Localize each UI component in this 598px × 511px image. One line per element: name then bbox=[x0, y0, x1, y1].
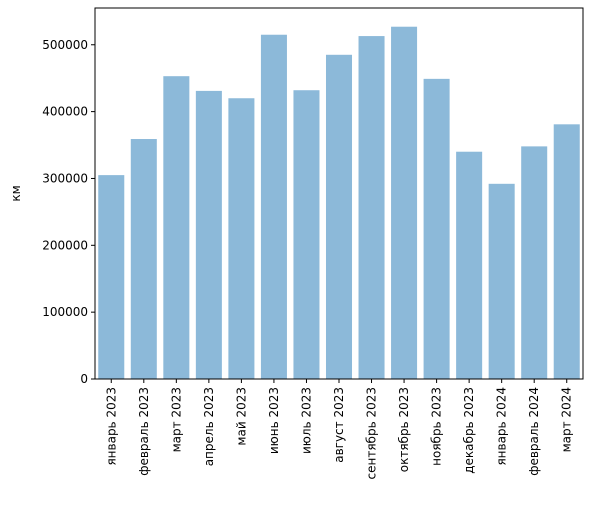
x-tick-label-11: ноябрь 2023 bbox=[430, 387, 444, 466]
plot-frame bbox=[94, 7, 584, 380]
x-axis-ticks: январь 2023 февраль 2023 март 2023 апрель 2… bbox=[104, 379, 574, 479]
bar-3 bbox=[163, 76, 190, 380]
y-axis-ticks: 0 100000 200000 300000 400000 500000 bbox=[42, 38, 95, 386]
x-tick-label-15: март 2024 bbox=[560, 387, 574, 452]
bar-2 bbox=[130, 139, 157, 379]
bar-1 bbox=[98, 175, 125, 379]
y-tick-label-4: 300000 bbox=[42, 171, 88, 185]
x-tick-label-7: июль 2023 bbox=[299, 387, 313, 454]
bar-4 bbox=[195, 90, 222, 380]
x-tick-label-3: март 2023 bbox=[169, 387, 183, 452]
bar-10 bbox=[391, 26, 418, 380]
bar-9 bbox=[358, 36, 385, 379]
x-tick-label-5: май 2023 bbox=[234, 387, 248, 446]
bar-12 bbox=[456, 151, 483, 379]
x-tick-label-6: июнь 2023 bbox=[267, 387, 281, 454]
x-tick-label-8: август 2023 bbox=[332, 387, 346, 463]
bar-13 bbox=[488, 183, 515, 379]
bar-5 bbox=[228, 98, 255, 380]
x-tick-label-10: октябрь 2023 bbox=[397, 387, 411, 472]
x-tick-label-12: декабрь 2023 bbox=[462, 387, 476, 474]
x-tick-label-14: февраль 2024 bbox=[527, 387, 541, 476]
x-tick-label-9: сентябрь 2023 bbox=[365, 387, 379, 479]
bar-8 bbox=[325, 54, 353, 380]
x-tick-label-2: февраль 2023 bbox=[137, 387, 151, 476]
y-axis-label: км bbox=[9, 185, 23, 201]
x-tick-label-1: январь 2023 bbox=[104, 387, 118, 466]
y-tick-label-2: 100000 bbox=[42, 305, 88, 319]
y-tick-label-6: 500000 bbox=[42, 38, 88, 52]
y-tick-label-3: 200000 bbox=[42, 238, 88, 252]
bars-group bbox=[98, 26, 580, 380]
bar-7 bbox=[293, 90, 320, 379]
x-tick-label-4: апрель 2023 bbox=[202, 387, 216, 466]
bar-15 bbox=[553, 124, 580, 380]
y-tick-label-1: 0 bbox=[80, 372, 88, 386]
bar-14 bbox=[521, 146, 548, 379]
bar-11 bbox=[423, 78, 450, 379]
bar-6 bbox=[260, 34, 287, 379]
x-tick-label-13: январь 2024 bbox=[495, 387, 509, 466]
y-tick-label-5: 400000 bbox=[42, 105, 88, 119]
